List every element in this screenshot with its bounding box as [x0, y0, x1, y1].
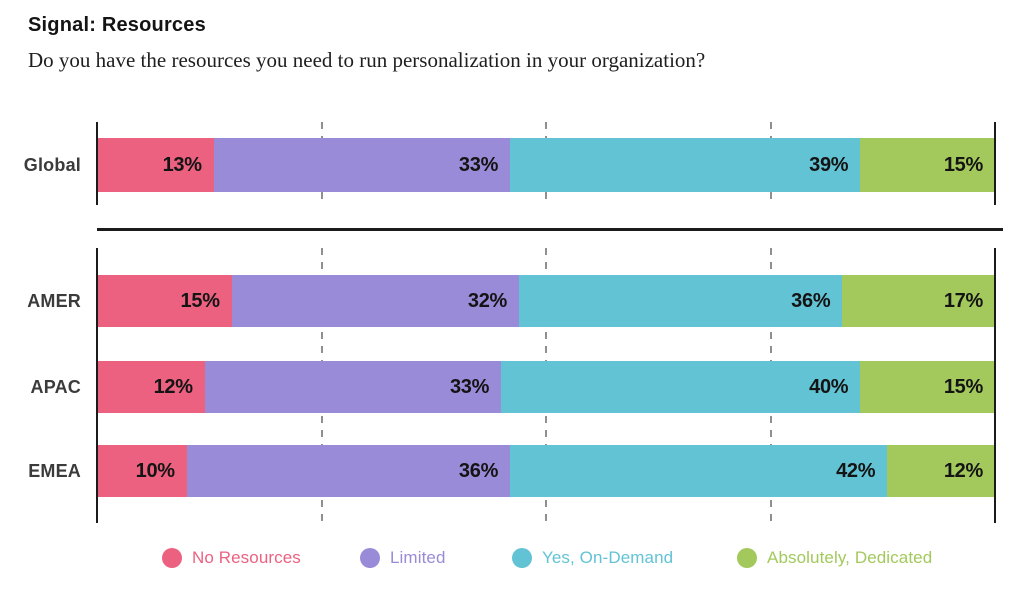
bar-row-global: 13% 33% 39% 15% [97, 138, 995, 192]
legend-item-yes-on-demand: Yes, On-Demand [512, 547, 673, 569]
segment-value-label: 10% [135, 459, 175, 482]
segment-value-label: 15% [943, 375, 983, 398]
segment-value-label: 17% [943, 289, 983, 312]
segment-value-label: 33% [458, 153, 499, 176]
segment-value-label: 12% [943, 459, 983, 482]
legend-item-no-resources: No Resources [162, 547, 301, 569]
segment-absolutely-dedicated: 15% [860, 138, 995, 192]
legend-item-absolutely-dedicated: Absolutely, Dedicated [737, 547, 932, 569]
chart-title: Signal: Resources [28, 14, 206, 36]
segment-limited: 32% [231, 275, 520, 327]
segment-value-label: 32% [467, 289, 508, 312]
bar-row-amer: 15% 32% 36% 17% [97, 275, 995, 327]
segment-no-resources: 10% [97, 445, 187, 497]
regions-group: 15% 32% 36% 17% 12% 33% 40% 15% 10% 36% 42% 12% [96, 248, 996, 523]
segment-value-label: 15% [180, 289, 220, 312]
segment-absolutely-dedicated: 17% [842, 275, 995, 327]
legend-dot-limited [360, 548, 380, 568]
legend-item-limited: Limited [360, 547, 446, 569]
legend: No Resources Limited Yes, On-Demand Abso… [0, 547, 1024, 569]
bar-row-emea: 10% 36% 42% 12% [97, 445, 995, 497]
legend-dot-no-resources [162, 548, 182, 568]
axis-line-right [994, 122, 996, 205]
segment-value-label: 15% [943, 153, 983, 176]
legend-label: Yes, On-Demand [542, 548, 674, 567]
legend-label: Limited [390, 548, 446, 567]
row-label-global: Global [23, 154, 81, 175]
segment-value-label: 39% [809, 153, 849, 176]
segment-value-label: 40% [809, 375, 849, 398]
segment-yes-on-demand: 36% [519, 275, 843, 327]
segment-value-label: 42% [836, 459, 876, 482]
axis-line-right [994, 248, 996, 523]
segment-yes-on-demand: 42% [510, 445, 888, 497]
axis-line-left [96, 248, 98, 523]
segment-limited: 33% [204, 361, 502, 413]
legend-dot-absolutely-dedicated [737, 548, 757, 568]
segment-value-label: 33% [449, 375, 490, 398]
segment-value-label: 36% [458, 459, 499, 482]
segment-limited: 33% [213, 138, 511, 192]
legend-label: Absolutely, Dedicated [767, 548, 933, 567]
legend-dot-yes-on-demand [512, 548, 532, 568]
segment-value-label: 12% [153, 375, 193, 398]
segment-no-resources: 15% [97, 275, 232, 327]
bar-row-apac: 12% 33% 40% 15% [97, 361, 995, 413]
segment-value-label: 13% [162, 153, 202, 176]
row-label-emea: EMEA [28, 460, 81, 481]
segment-absolutely-dedicated: 12% [887, 445, 995, 497]
row-label-apac: APAC [30, 376, 81, 397]
chart-question: Do you have the resources you need to ru… [28, 48, 706, 72]
segment-no-resources: 12% [97, 361, 205, 413]
global-group: 13% 33% 39% 15% [96, 122, 996, 205]
segment-yes-on-demand: 40% [501, 361, 861, 413]
segment-value-label: 36% [791, 289, 831, 312]
segment-no-resources: 13% [97, 138, 214, 192]
segment-limited: 36% [186, 445, 511, 497]
segment-absolutely-dedicated: 15% [860, 361, 995, 413]
segment-yes-on-demand: 39% [510, 138, 861, 192]
legend-label: No Resources [192, 548, 301, 567]
group-divider-line [97, 228, 1003, 231]
axis-line-left [96, 122, 98, 205]
row-label-amer: AMER [27, 290, 81, 311]
